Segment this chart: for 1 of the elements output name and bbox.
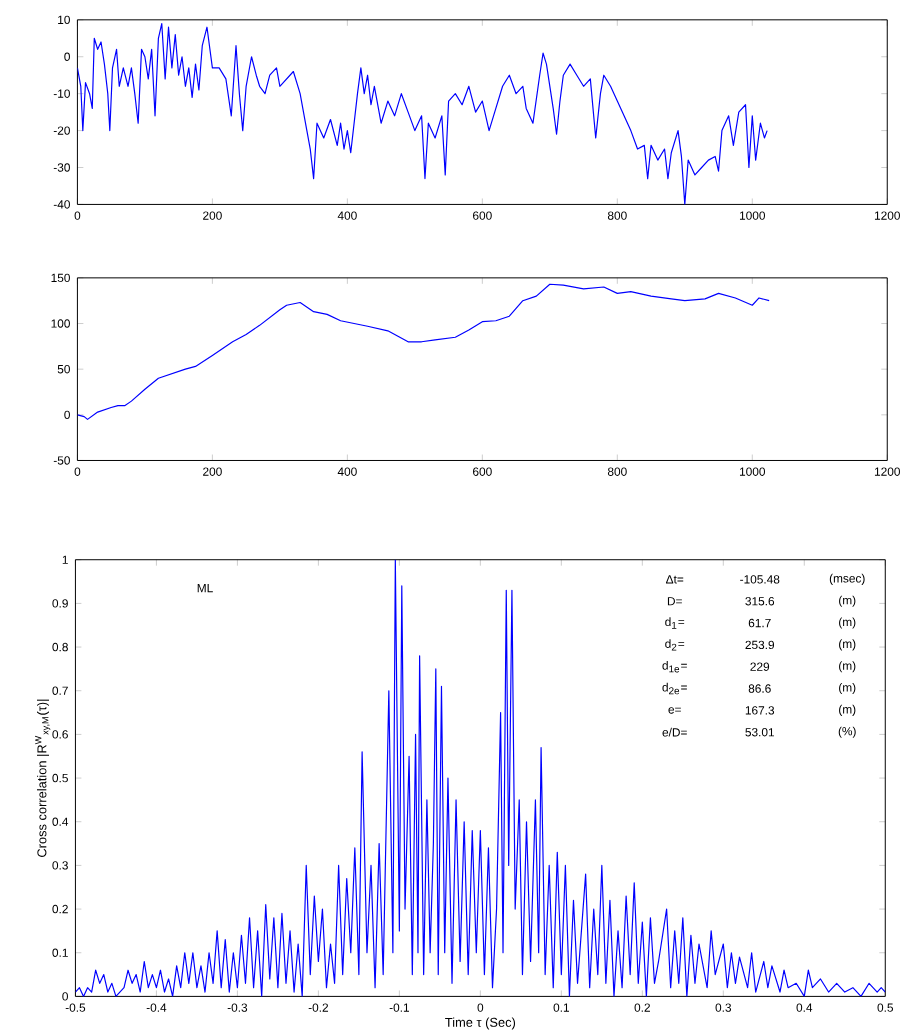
line-series <box>75 559 886 997</box>
